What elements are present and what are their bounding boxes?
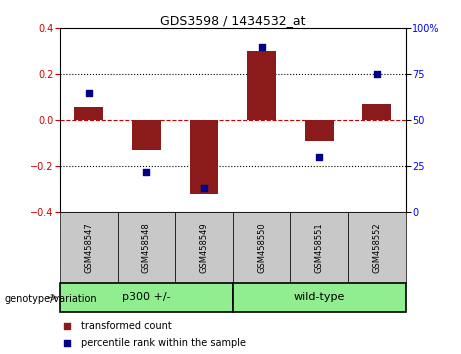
Bar xyxy=(60,283,233,312)
Bar xyxy=(132,120,161,150)
Bar xyxy=(74,107,103,120)
Bar xyxy=(175,212,233,283)
Bar xyxy=(305,120,334,141)
Text: GSM458548: GSM458548 xyxy=(142,222,151,273)
Bar xyxy=(233,283,406,312)
Text: GSM458547: GSM458547 xyxy=(84,222,93,273)
Point xyxy=(63,323,71,329)
Text: GSM458551: GSM458551 xyxy=(315,222,324,273)
Bar xyxy=(189,120,219,194)
Text: GSM458550: GSM458550 xyxy=(257,222,266,273)
Point xyxy=(373,72,381,77)
Point xyxy=(63,340,71,346)
Bar xyxy=(60,212,118,283)
Bar xyxy=(247,51,276,120)
Bar xyxy=(362,104,391,120)
Point xyxy=(200,185,207,191)
Point xyxy=(258,44,266,50)
Title: GDS3598 / 1434532_at: GDS3598 / 1434532_at xyxy=(160,14,306,27)
Bar xyxy=(118,212,175,283)
Text: percentile rank within the sample: percentile rank within the sample xyxy=(81,338,246,348)
Text: GSM458552: GSM458552 xyxy=(372,222,381,273)
Text: GSM458549: GSM458549 xyxy=(200,222,208,273)
Text: genotype/variation: genotype/variation xyxy=(5,294,97,304)
Point xyxy=(142,169,150,175)
Text: transformed count: transformed count xyxy=(81,321,171,331)
Point xyxy=(315,154,323,160)
Bar xyxy=(290,212,348,283)
Point xyxy=(85,90,92,96)
Bar xyxy=(233,212,290,283)
Text: p300 +/-: p300 +/- xyxy=(122,292,171,302)
Text: wild-type: wild-type xyxy=(294,292,345,302)
Bar xyxy=(348,212,406,283)
